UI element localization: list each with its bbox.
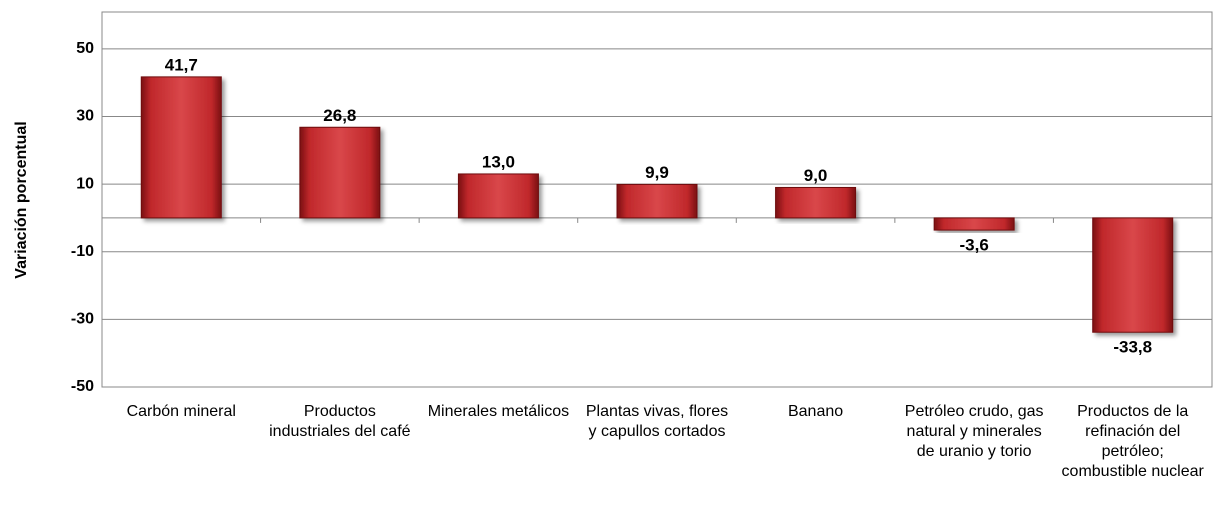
bar	[140, 76, 222, 219]
x-tick-label: Plantas vivas, flores y capullos cortado…	[585, 403, 729, 440]
data-label: 9,0	[804, 166, 828, 185]
y-tick-label: 30	[76, 108, 94, 125]
y-tick-label: -50	[71, 378, 94, 395]
x-tick-label: Productos de la refinación del petróleo;…	[1061, 403, 1204, 480]
y-tick-label: -10	[71, 243, 94, 260]
data-label: -33,8	[1113, 338, 1152, 357]
bar	[299, 126, 381, 219]
x-tick-label: Banano	[787, 403, 844, 420]
y-axis-title: Variación porcentual	[13, 121, 30, 278]
bar	[457, 173, 539, 219]
y-tick-label: 50	[76, 40, 94, 57]
x-tick-label: Petróleo crudo, gas natural y minerales …	[904, 403, 1044, 460]
data-label: 41,7	[165, 55, 198, 74]
data-label: 26,8	[323, 106, 356, 125]
y-tick-label: -30	[71, 311, 94, 328]
x-tick-label: Minerales metálicos	[427, 403, 570, 420]
bar	[616, 183, 698, 219]
data-label: 13,0	[482, 152, 515, 171]
data-label: 9,9	[645, 163, 669, 182]
bar	[933, 217, 1015, 231]
bar	[775, 186, 857, 219]
bar	[1092, 217, 1174, 333]
y-tick-label: 10	[76, 175, 94, 192]
data-label: -3,6	[959, 236, 988, 255]
x-tick-label: Productos industriales del café	[269, 403, 411, 440]
x-tick-label: Carbón mineral	[126, 403, 236, 420]
